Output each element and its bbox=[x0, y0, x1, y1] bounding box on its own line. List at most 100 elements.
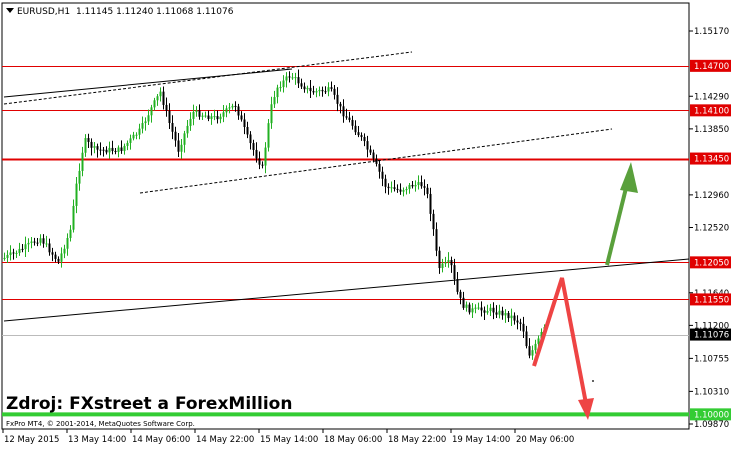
bear-candle bbox=[258, 158, 261, 165]
bull-candle bbox=[78, 170, 81, 184]
time-tick-label: 13 May 14:00 bbox=[68, 435, 126, 445]
small-dot bbox=[592, 380, 594, 382]
bear-candle bbox=[507, 312, 510, 319]
bull-candle bbox=[69, 229, 72, 238]
bull-candle bbox=[66, 237, 69, 249]
bear-candle bbox=[501, 310, 504, 316]
bear-candle bbox=[162, 91, 165, 105]
bear-candle bbox=[339, 103, 342, 107]
bull-candle bbox=[60, 253, 63, 262]
candlesticks bbox=[3, 69, 546, 360]
bull-candle bbox=[27, 242, 30, 245]
chevron-down-icon[interactable] bbox=[6, 8, 14, 13]
level-badge-label: 1.14100 bbox=[694, 106, 729, 116]
bear-candle bbox=[426, 187, 429, 194]
bear-candle bbox=[450, 260, 453, 266]
bull-candle bbox=[441, 263, 444, 269]
bull-candle bbox=[159, 91, 162, 97]
bear-candle bbox=[54, 254, 57, 259]
bear-candle bbox=[384, 178, 387, 187]
bull-candle bbox=[318, 89, 321, 92]
symbol-timeframe: EURUSD,H1 bbox=[17, 7, 70, 17]
bear-candle bbox=[321, 89, 324, 92]
bull-candle bbox=[390, 187, 393, 189]
bull-candle bbox=[228, 107, 231, 109]
bear-candle bbox=[90, 141, 93, 148]
bear-candle bbox=[462, 297, 465, 308]
bear-candle bbox=[21, 248, 24, 250]
bull-candle bbox=[222, 112, 225, 117]
bear-candle bbox=[177, 140, 180, 152]
level-badge-label: 1.12050 bbox=[694, 258, 729, 268]
bull-candle bbox=[405, 189, 408, 191]
bear-candle bbox=[312, 91, 315, 93]
bull-candle bbox=[264, 147, 267, 166]
bull-candle bbox=[327, 87, 330, 92]
bear-candle bbox=[354, 125, 357, 133]
bear-candle bbox=[372, 152, 375, 159]
bull-candle bbox=[195, 110, 198, 112]
bull-candle bbox=[93, 146, 96, 148]
bull-candle bbox=[141, 123, 144, 129]
bear-candle bbox=[429, 193, 432, 214]
bull-candle bbox=[315, 91, 318, 93]
bull-candle bbox=[180, 144, 183, 152]
bear-candle bbox=[459, 291, 462, 298]
bear-candle bbox=[345, 116, 348, 118]
bear-candle bbox=[411, 184, 414, 187]
bear-candle bbox=[348, 117, 351, 120]
bull-candle bbox=[192, 111, 195, 119]
price-tick-label: 1.09870 bbox=[694, 420, 729, 430]
bull-candle bbox=[210, 116, 213, 119]
target-badge-label: 1.10000 bbox=[694, 410, 729, 420]
target-badge bbox=[690, 408, 731, 421]
bull-candle bbox=[135, 134, 138, 136]
bear-candle bbox=[528, 346, 531, 356]
bear-candle bbox=[483, 310, 486, 313]
bear-candle bbox=[378, 163, 381, 172]
bull-candle bbox=[156, 96, 159, 101]
bull-candle bbox=[129, 138, 132, 143]
bull-candle bbox=[486, 310, 489, 313]
bear-candle bbox=[33, 241, 36, 243]
bear-candle bbox=[36, 242, 39, 244]
price-tick-label: 1.12520 bbox=[694, 224, 729, 234]
bull-candle bbox=[225, 108, 228, 113]
bear-candle bbox=[516, 320, 519, 323]
bull-candle bbox=[147, 115, 150, 122]
bull-candle bbox=[444, 262, 447, 264]
bear-candle bbox=[198, 110, 201, 117]
bear-candle bbox=[342, 106, 345, 117]
bear-candle bbox=[102, 149, 105, 151]
bull-candle bbox=[282, 80, 285, 88]
bear-candle bbox=[468, 304, 471, 313]
bear-candle bbox=[48, 243, 51, 253]
time-tick-label: 14 May 06:00 bbox=[132, 435, 190, 445]
bear-candle bbox=[396, 188, 399, 190]
bull-candle bbox=[447, 260, 450, 263]
bear-candle bbox=[435, 229, 438, 251]
bear-candle bbox=[252, 143, 255, 150]
trend-lines bbox=[3, 51, 690, 322]
bull-candle bbox=[63, 248, 66, 254]
bull-candle bbox=[417, 182, 420, 185]
bull-candle bbox=[132, 134, 135, 139]
lower-channel-dotted bbox=[139, 128, 613, 194]
bear-candle bbox=[171, 122, 174, 132]
bull-candle bbox=[144, 121, 147, 124]
bear-candle bbox=[513, 315, 516, 321]
projection-arrows bbox=[532, 162, 638, 420]
bull-candle bbox=[279, 87, 282, 89]
bull-candle bbox=[291, 77, 294, 79]
current-price-badge-label: 1.11076 bbox=[694, 331, 729, 341]
level-badge-label: 1.13450 bbox=[694, 155, 729, 165]
bull-candle bbox=[117, 147, 120, 152]
bull-candle bbox=[231, 105, 234, 108]
level-badge-label: 1.11550 bbox=[694, 295, 729, 305]
bear-candle bbox=[456, 279, 459, 292]
level-badge bbox=[690, 256, 731, 269]
bear-candle bbox=[51, 252, 54, 255]
time-tick-label: 18 May 22:00 bbox=[388, 435, 446, 445]
bull-candle bbox=[84, 138, 87, 153]
